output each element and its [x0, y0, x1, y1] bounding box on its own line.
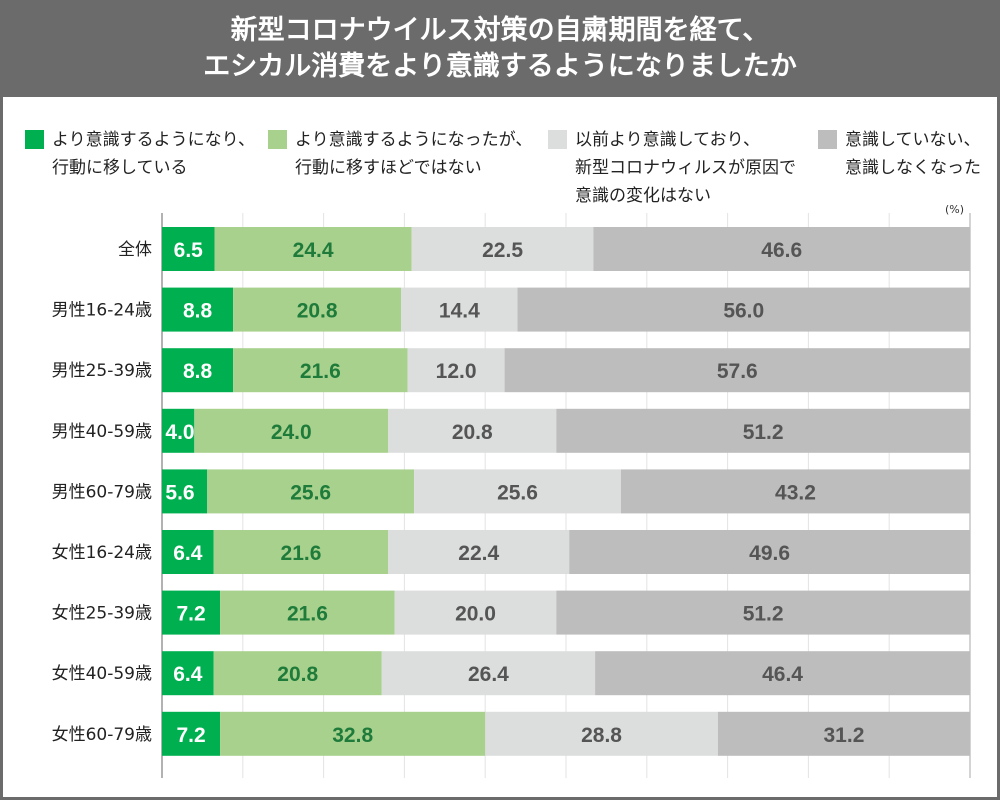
- category-label: 男性16-24歳: [52, 301, 152, 321]
- data-label: 22.5: [482, 239, 523, 262]
- data-label: 5.6: [165, 481, 194, 504]
- data-label: 6.5: [174, 239, 204, 262]
- data-label: 24.0: [271, 421, 312, 444]
- data-label: 4.0: [165, 421, 194, 444]
- bar-segment: [162, 651, 214, 696]
- bar-segment: [517, 287, 970, 332]
- bar-segment: [504, 348, 970, 393]
- data-label: 46.4: [762, 663, 803, 686]
- bar-segment: [401, 287, 518, 332]
- data-label: 51.2: [743, 603, 784, 626]
- bar-segment: [214, 227, 412, 271]
- bar-segment: [213, 651, 382, 696]
- bar-segment: [233, 348, 408, 393]
- data-label: 7.2: [176, 724, 205, 747]
- data-label: 56.0: [723, 300, 764, 323]
- bar-segment: [162, 227, 215, 271]
- data-label: 6.4: [173, 663, 203, 686]
- bar-segment: [162, 530, 214, 574]
- unit-label: (%): [945, 203, 965, 216]
- data-label: 43.2: [775, 481, 816, 504]
- data-label: 22.4: [458, 542, 499, 565]
- bar-segment: [220, 711, 486, 756]
- bar-segment: [569, 530, 970, 574]
- data-label: 20.8: [297, 300, 338, 323]
- data-label: 46.6: [761, 239, 802, 262]
- data-label: 21.6: [281, 542, 322, 565]
- legend-swatch: [548, 130, 567, 149]
- data-label: 26.4: [468, 663, 509, 686]
- data-label: 21.6: [300, 360, 341, 383]
- bar-segment: [162, 711, 221, 756]
- chart-title: 新型コロナウイルス対策の自粛期間を経て、 エシカル消費をより意識するようになりま…: [3, 3, 997, 97]
- bar-segment: [162, 590, 221, 635]
- bar-segment: [620, 469, 970, 514]
- category-label: 女性60-79歳: [52, 725, 152, 745]
- bar-segment: [394, 590, 557, 635]
- legend-item: 意識していない、 意識しなくなった: [818, 126, 981, 182]
- bar-segment: [414, 469, 621, 514]
- bar-segment: [388, 408, 557, 453]
- data-label: 20.8: [452, 421, 493, 444]
- data-label: 6.4: [173, 542, 203, 565]
- data-label: 31.2: [824, 724, 865, 747]
- category-label: 男性40-59歳: [52, 422, 152, 442]
- bar-segment: [717, 711, 970, 756]
- legend-label: より意識するようになったが、 行動に移すほどではない: [295, 130, 533, 178]
- category-label: 女性25-39歳: [52, 604, 152, 624]
- bar-segment: [381, 651, 596, 696]
- category-label: 男性25-39歳: [52, 361, 152, 381]
- data-label: 28.8: [581, 724, 622, 747]
- legend-label: 意識していない、 意識しなくなった: [845, 130, 981, 178]
- legend-label: より意識するようになり、 行動に移している: [52, 130, 255, 178]
- data-label: 21.6: [287, 603, 328, 626]
- bar-segment: [162, 408, 195, 453]
- bar-segment: [194, 408, 389, 453]
- bar-segment: [207, 469, 415, 514]
- legend-item: より意識するようになり、 行動に移している: [25, 126, 255, 182]
- data-label: 49.6: [749, 542, 790, 565]
- category-label: 女性40-59歳: [52, 664, 152, 684]
- bar-segment: [233, 287, 402, 332]
- data-label: 12.0: [436, 360, 477, 383]
- category-label: 男性60-79歳: [52, 482, 152, 502]
- data-label: 14.4: [439, 300, 480, 323]
- bar-segment: [213, 530, 389, 574]
- legend-swatch: [818, 130, 837, 149]
- bar-segment: [595, 651, 970, 696]
- category-label: 全体: [118, 240, 152, 260]
- bar-segment: [593, 227, 970, 271]
- data-label: 24.4: [293, 239, 334, 262]
- data-label: 57.6: [717, 360, 758, 383]
- data-label: 8.8: [183, 300, 213, 323]
- data-label: 20.0: [455, 603, 496, 626]
- bar-segment: [162, 469, 208, 514]
- data-label: 51.2: [743, 421, 784, 444]
- data-label: 20.8: [277, 663, 318, 686]
- bar-segment: [485, 711, 718, 756]
- bar-segment: [388, 530, 570, 574]
- data-label: 32.8: [332, 724, 373, 747]
- data-label: 25.6: [290, 481, 331, 504]
- bar-segment: [556, 590, 970, 635]
- bar-segment: [411, 227, 594, 271]
- bar-segment: [556, 408, 970, 453]
- category-label: 女性16-24歳: [52, 543, 152, 563]
- data-label: 7.2: [176, 603, 205, 626]
- legend-swatch: [268, 130, 287, 149]
- bar-segment: [220, 590, 395, 635]
- legend-item: より意識するようになったが、 行動に移すほどではない: [268, 126, 532, 182]
- bar-segment: [162, 287, 234, 332]
- legend-label: 以前より意識しており、 新型コロナウィルスが原因で 意識の変化はない: [575, 130, 796, 206]
- legend-item: 以前より意識しており、 新型コロナウィルスが原因で 意識の変化はない: [548, 126, 796, 210]
- data-label: 8.8: [183, 360, 213, 383]
- bar-segment: [407, 348, 505, 393]
- data-label: 25.6: [497, 481, 538, 504]
- bar-segment: [162, 348, 234, 393]
- legend-swatch: [25, 130, 44, 149]
